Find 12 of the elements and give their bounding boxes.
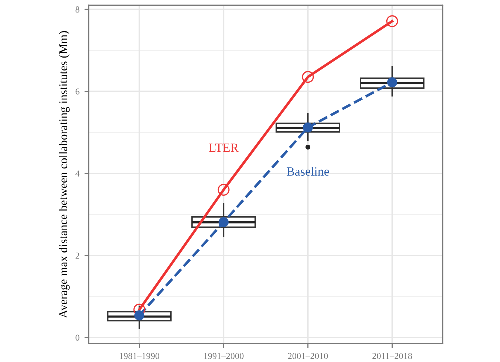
x-tick-label: 1981–1990 [120, 353, 160, 360]
x-tick-label: 1991–2000 [204, 353, 244, 360]
y-tick-label: 4 [76, 170, 80, 177]
x-tick-label: 2001–2010 [288, 353, 328, 360]
x-tick-label: 2011–2018 [372, 353, 412, 360]
y-tick-label: 0 [76, 334, 80, 341]
series-label: Baseline [286, 167, 330, 176]
series-label: LTER [209, 144, 239, 152]
y-tick-label: 8 [76, 6, 80, 13]
y-axis-title: Average max distance between collaborating institutes (Mm) [59, 31, 70, 318]
y-tick-label: 2 [76, 252, 80, 259]
y-tick-label: 6 [76, 88, 80, 95]
